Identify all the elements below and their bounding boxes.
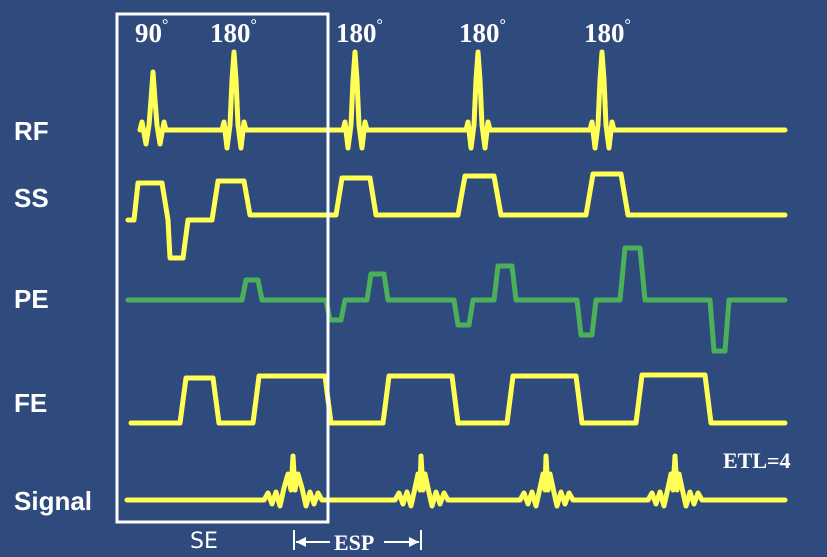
pe-trace	[125, 245, 788, 354]
ss-trace	[125, 171, 788, 261]
esp-label: ESP	[334, 530, 374, 555]
esp-arrowhead-right	[409, 537, 419, 547]
rf-trace	[137, 49, 788, 151]
pulse-label-1: 90°	[135, 17, 168, 48]
signal-trace	[124, 453, 788, 509]
signal-row-label: Signal	[14, 486, 92, 516]
se-label: SE	[190, 529, 218, 554]
esp-arrowhead-left	[296, 537, 306, 547]
fe-trace	[128, 372, 788, 426]
pulse-label-2: 180°	[210, 17, 257, 48]
pulse-label-3: 180°	[336, 17, 383, 48]
rf-row-label: RF	[14, 116, 49, 146]
pulse-label-5: 180°	[584, 17, 631, 48]
pe-row-label: PE	[14, 284, 49, 314]
etl-label: ETL=4	[723, 448, 791, 473]
se-box	[115, 12, 330, 524]
fe-row-label: FE	[14, 388, 47, 418]
ss-row-label: SS	[14, 183, 49, 213]
pulse-label-4: 180°	[459, 17, 506, 48]
